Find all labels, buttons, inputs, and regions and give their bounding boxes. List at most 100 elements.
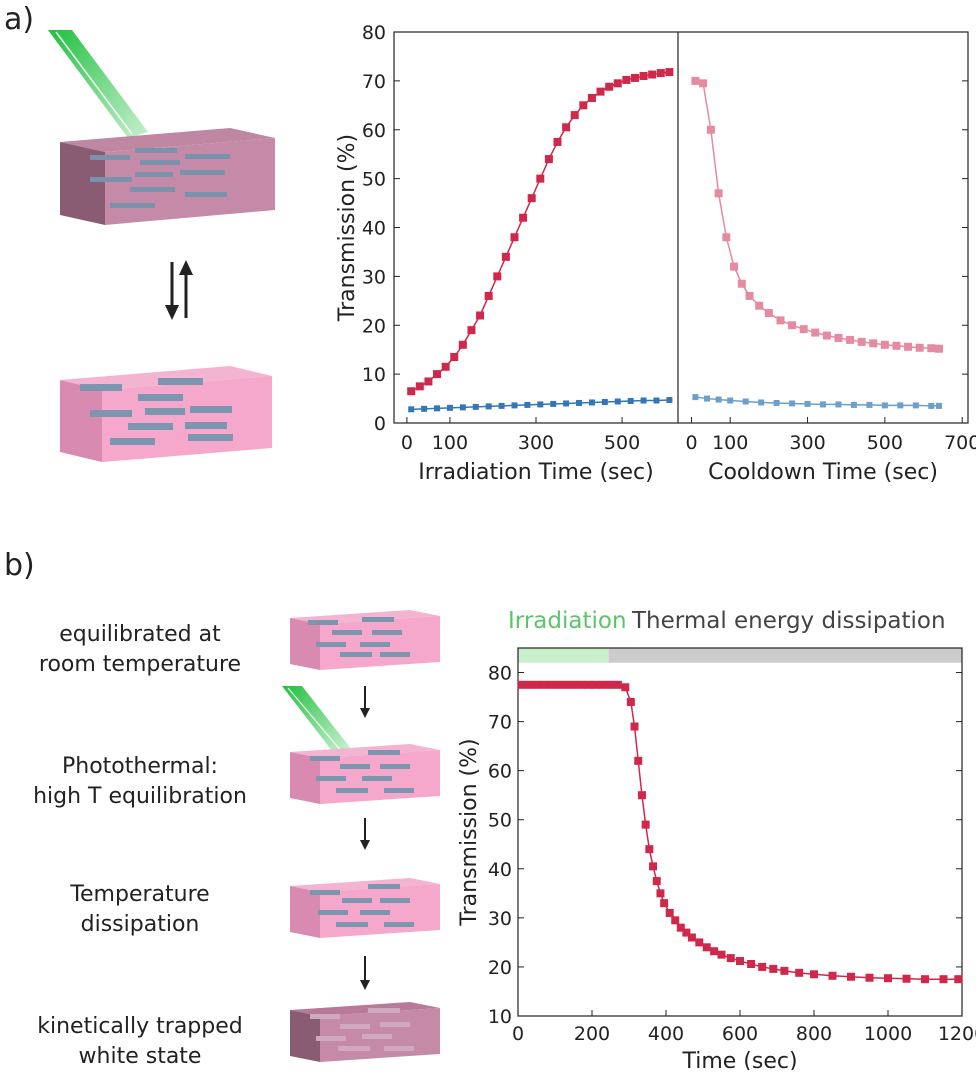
- data-point: [727, 397, 734, 404]
- panel-b-schematic: [282, 610, 440, 1062]
- data-point: [850, 401, 857, 408]
- x-tick-label: 100: [712, 432, 748, 454]
- data-point: [587, 93, 596, 102]
- step-1-line1: equilibrated at: [59, 622, 221, 647]
- data-point: [467, 326, 476, 335]
- data-point: [939, 975, 948, 984]
- data-point: [579, 101, 588, 110]
- data-point: [846, 335, 855, 344]
- x-tick-label: 600: [722, 1023, 758, 1045]
- data-point: [912, 402, 919, 409]
- dissipation-label: Thermal energy dissipation: [631, 608, 946, 634]
- equilibrium-arrows-icon: [165, 260, 193, 320]
- data-point: [892, 341, 901, 350]
- data-point: [563, 400, 570, 407]
- data-point: [764, 309, 773, 318]
- x-tick-label: 500: [604, 432, 640, 454]
- data-point: [702, 943, 711, 952]
- data-point: [676, 923, 685, 932]
- slab-cool-icon: [60, 366, 272, 462]
- data-point: [795, 968, 804, 977]
- data-point: [570, 111, 579, 120]
- y-tick-label: 50: [488, 810, 512, 832]
- data-point: [699, 79, 708, 88]
- data-point: [576, 680, 585, 689]
- data-point: [630, 722, 639, 731]
- data-point: [881, 402, 888, 409]
- data-point: [537, 401, 544, 408]
- data-point: [588, 399, 595, 406]
- step-4-label: kinetically trapped white state: [20, 1012, 260, 1072]
- data-point: [601, 398, 608, 405]
- data-point: [501, 252, 510, 261]
- x-axis-label: Irradiation Time (sec): [418, 460, 653, 485]
- data-point: [915, 343, 924, 352]
- step-3-line2: dissipation: [80, 912, 200, 937]
- y-tick-label: 20: [488, 957, 512, 979]
- y-tick-label: 80: [362, 22, 386, 44]
- data-point: [773, 399, 780, 406]
- data-point: [820, 401, 826, 408]
- step-3-label: Temperature dissipation: [20, 880, 260, 940]
- data-point: [421, 405, 428, 412]
- data-point: [591, 680, 600, 689]
- data-point: [639, 71, 648, 80]
- data-point: [648, 70, 657, 79]
- data-point: [626, 697, 635, 706]
- irradiation-label: Irradiation: [508, 608, 627, 634]
- data-point: [671, 916, 680, 925]
- data-point: [810, 970, 818, 979]
- x-tick-label: 500: [867, 432, 903, 454]
- data-point: [935, 344, 943, 353]
- data-point: [544, 155, 553, 164]
- data-point: [780, 966, 789, 975]
- data-point: [687, 933, 696, 942]
- y-axis-label: Transmission (%): [457, 738, 482, 926]
- step-arrow-icon: [360, 956, 370, 990]
- y-tick-label: 30: [362, 266, 386, 288]
- data-point: [613, 680, 622, 689]
- x-tick-label: 0: [685, 432, 697, 454]
- panel-a-chart: 0 10 20 30 40 50 60 70 80 Transmission (%) 0 100 300…: [336, 22, 976, 485]
- data-point: [902, 974, 911, 983]
- data-point: [634, 756, 643, 765]
- x-tick-label: 700: [944, 432, 976, 454]
- data-point: [550, 400, 557, 407]
- data-point: [936, 402, 942, 409]
- data-point: [517, 680, 526, 689]
- data-point: [880, 340, 889, 349]
- data-point: [554, 680, 563, 689]
- data-point: [640, 397, 647, 404]
- slab-dissipation-icon: [290, 878, 440, 938]
- panel-b-label: b): [4, 548, 35, 583]
- x-tick-label: 800: [796, 1023, 832, 1045]
- data-point: [630, 73, 639, 82]
- data-point: [954, 975, 963, 984]
- x-tick-label: 200: [574, 1023, 610, 1045]
- data-point: [758, 962, 767, 971]
- data-point: [637, 791, 646, 800]
- data-point: [652, 877, 661, 886]
- data-point: [621, 683, 630, 692]
- data-point: [715, 396, 722, 403]
- data-point: [562, 680, 571, 689]
- laser-beam-icon: [282, 686, 352, 756]
- data-point: [847, 972, 855, 981]
- data-point: [722, 233, 731, 242]
- dissipation-bar: [608, 648, 962, 663]
- data-point: [730, 262, 739, 271]
- data-point: [822, 331, 831, 340]
- x-tick-label: 0: [512, 1023, 524, 1045]
- data-point: [742, 398, 749, 405]
- y-tick-label: 60: [362, 120, 386, 142]
- x-tick-label: 300: [789, 432, 825, 454]
- step-4-line1: kinetically trapped: [37, 1014, 243, 1039]
- data-point: [433, 370, 442, 379]
- data-point: [605, 82, 614, 91]
- data-point: [869, 339, 878, 348]
- data-point: [584, 680, 593, 689]
- data-point: [717, 950, 726, 959]
- step-2-line1: Photothermal:: [62, 754, 218, 779]
- y-tick-label: 40: [488, 859, 512, 881]
- data-point: [539, 680, 548, 689]
